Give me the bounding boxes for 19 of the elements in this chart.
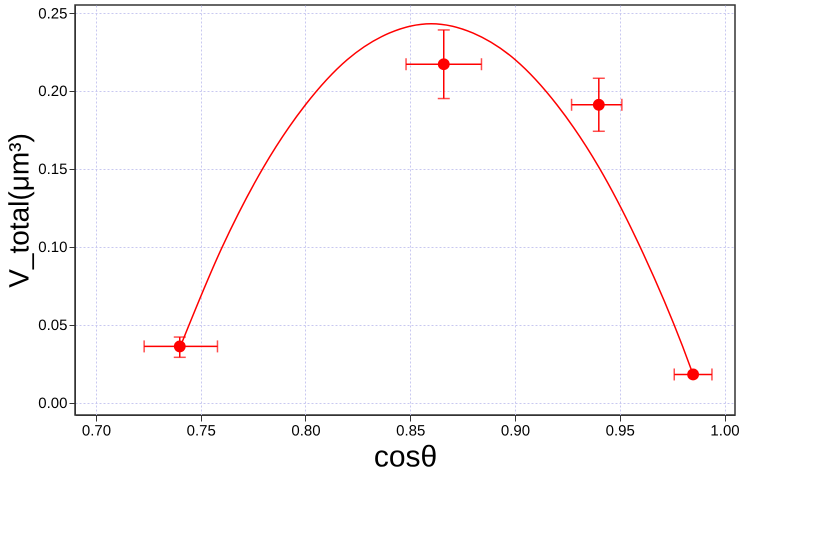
x-tick-label: 0.70 — [82, 422, 112, 440]
point — [174, 340, 186, 352]
x-axis-title: cosθ — [374, 440, 438, 474]
y-tick-label: 0.10 — [38, 239, 68, 256]
x-tick-label: 0.85 — [396, 422, 426, 440]
x-tick-label: 0.75 — [186, 422, 216, 440]
y-tick-label: 0.20 — [38, 83, 68, 100]
x-tick-label: 0.90 — [500, 422, 530, 440]
x-tick-label: 0.95 — [606, 422, 635, 440]
x-tick-label: 0.80 — [291, 422, 321, 440]
y-tick-label: 0.00 — [38, 395, 68, 412]
y-axis-title: V_total(μm³) — [3, 133, 34, 288]
point — [592, 98, 605, 111]
x-tick-label: 1.00 — [710, 422, 740, 440]
y-tick-label: 0.05 — [38, 317, 68, 334]
point — [687, 368, 700, 380]
y-tick-label: 0.25 — [38, 5, 68, 22]
y-tick-label: 0.15 — [38, 161, 68, 178]
point — [438, 58, 450, 70]
